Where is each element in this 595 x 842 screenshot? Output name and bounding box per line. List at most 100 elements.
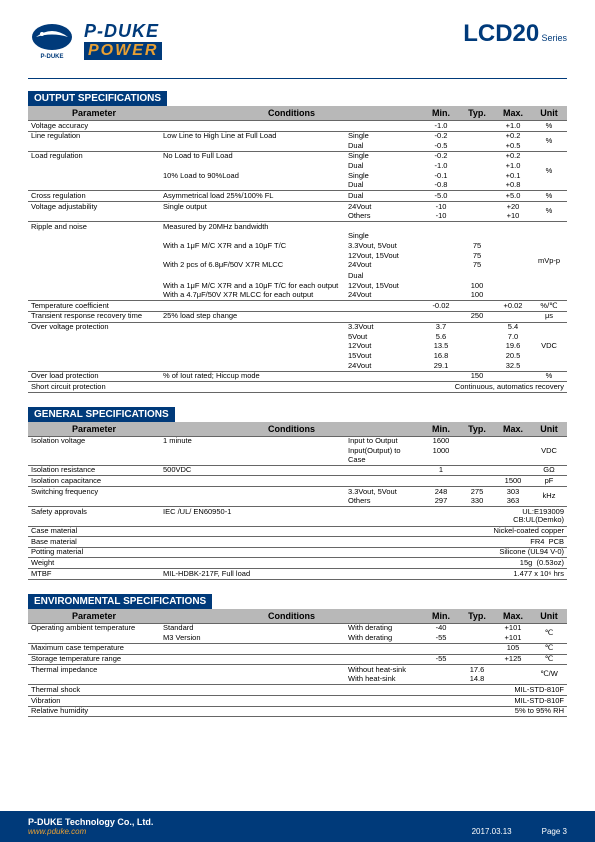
cond-cell [160,271,345,281]
max-cell: +0.2 [495,151,531,161]
pduke-logo-icon: P-DUKE [28,20,76,60]
param-cell [28,351,160,361]
param-cell: Isolation resistance [28,465,160,476]
min-cell [423,232,459,242]
cond-cell: % of Iout rated; Hiccup mode [160,371,345,382]
note-cell: Continuous, automatics recovery [423,382,567,393]
cond-cell: M3 Version [160,633,345,643]
cond-cell [160,121,345,132]
param-cell [28,447,160,466]
typ-cell [459,322,495,332]
unit-cell: mVp-p [531,222,567,301]
cond-cell [160,351,345,361]
max-cell: +0.8 [495,181,531,191]
typ-cell: 150 [459,371,495,382]
param-cell: Relative humidity [28,706,160,717]
note-cell: Nickel-coated copper [423,526,567,537]
footer-page: Page 3 [542,827,567,836]
cond-cell: Input to Output [345,436,423,446]
max-cell [495,261,531,271]
param-cell: Weight [28,558,160,569]
typ-cell [459,332,495,342]
min-cell: -55 [423,654,459,665]
param-cell: Transient response recovery time [28,311,160,322]
section-title-general: GENERAL SPECIFICATIONS [28,407,175,422]
cond-cell [345,558,423,569]
max-cell [495,242,531,252]
unit-cell: % [531,191,567,202]
param-cell [28,162,160,172]
cond-cell: Dual [345,181,423,191]
unit-cell: ℃ [531,654,567,665]
cond-cell [345,643,423,654]
param-cell [28,675,160,685]
note-cell: MIL-STD-810F [423,696,567,707]
cond-cell: Dual [345,141,423,151]
param-cell [28,633,160,643]
typ-cell [459,476,495,487]
cond-cell [160,476,345,487]
max-cell: +0.2 [495,131,531,141]
max-cell [495,675,531,685]
cond-cell [160,342,345,352]
cond-cell [345,547,423,558]
cond-cell [345,569,423,580]
typ-cell [459,191,495,202]
param-cell [28,361,160,371]
max-cell [495,371,531,382]
general-table: ParameterConditionsMin.Typ.Max.UnitIsola… [28,422,567,580]
env-section: ENVIRONMENTAL SPECIFICATIONS ParameterCo… [28,594,567,718]
max-cell [495,436,531,446]
typ-cell [459,121,495,132]
min-cell: -55 [423,633,459,643]
cond-cell [345,526,423,537]
min-cell [423,281,459,291]
cond-cell [160,332,345,342]
param-cell: Ripple and noise [28,222,160,232]
typ-cell: 75 [459,242,495,252]
unit-cell: pF [531,476,567,487]
max-cell: +0.02 [495,301,531,312]
cond-cell [345,311,423,322]
param-cell: Vibration [28,696,160,707]
min-cell: 1000 [423,447,459,466]
param-cell: Line regulation [28,131,160,141]
cond-cell: Others [345,497,423,507]
cond-cell [160,696,345,707]
brand-power: POWER [84,42,162,60]
footer-date: 2017.03.13 [472,827,512,836]
cond-cell [160,361,345,371]
cond-cell: Dual [345,162,423,172]
cond-cell: Standard [160,623,345,633]
max-cell: 105 [495,643,531,654]
typ-cell: 14.8 [459,675,495,685]
cond-cell: With derating [345,623,423,633]
max-cell: 5.4 [495,322,531,332]
cond-cell: IEC /UL/ EN60950-1 [160,507,345,526]
product-code: LCD20 [463,20,539,47]
cond-cell [345,654,423,665]
param-cell [28,342,160,352]
max-cell: 32.5 [495,361,531,371]
cond-cell [160,212,345,222]
typ-cell [459,171,495,181]
svg-text:P-DUKE: P-DUKE [40,54,63,60]
typ-cell [459,181,495,191]
max-cell [495,311,531,322]
cond-cell [160,162,345,172]
typ-cell [459,202,495,212]
unit-cell: %/℃ [531,301,567,312]
param-cell [28,181,160,191]
max-cell: 363 [495,497,531,507]
min-cell [423,476,459,487]
cond-cell: With derating [345,633,423,643]
max-cell [495,465,531,476]
min-cell: 3.7 [423,322,459,332]
footer-website: www.pduke.com [28,827,153,836]
min-cell [423,251,459,261]
cond-cell [160,526,345,537]
max-cell: 19.6 [495,342,531,352]
note-cell: FR4 PCB [423,537,567,548]
param-cell: Maximum case temperature [28,643,160,654]
product-series: Series [541,33,567,43]
